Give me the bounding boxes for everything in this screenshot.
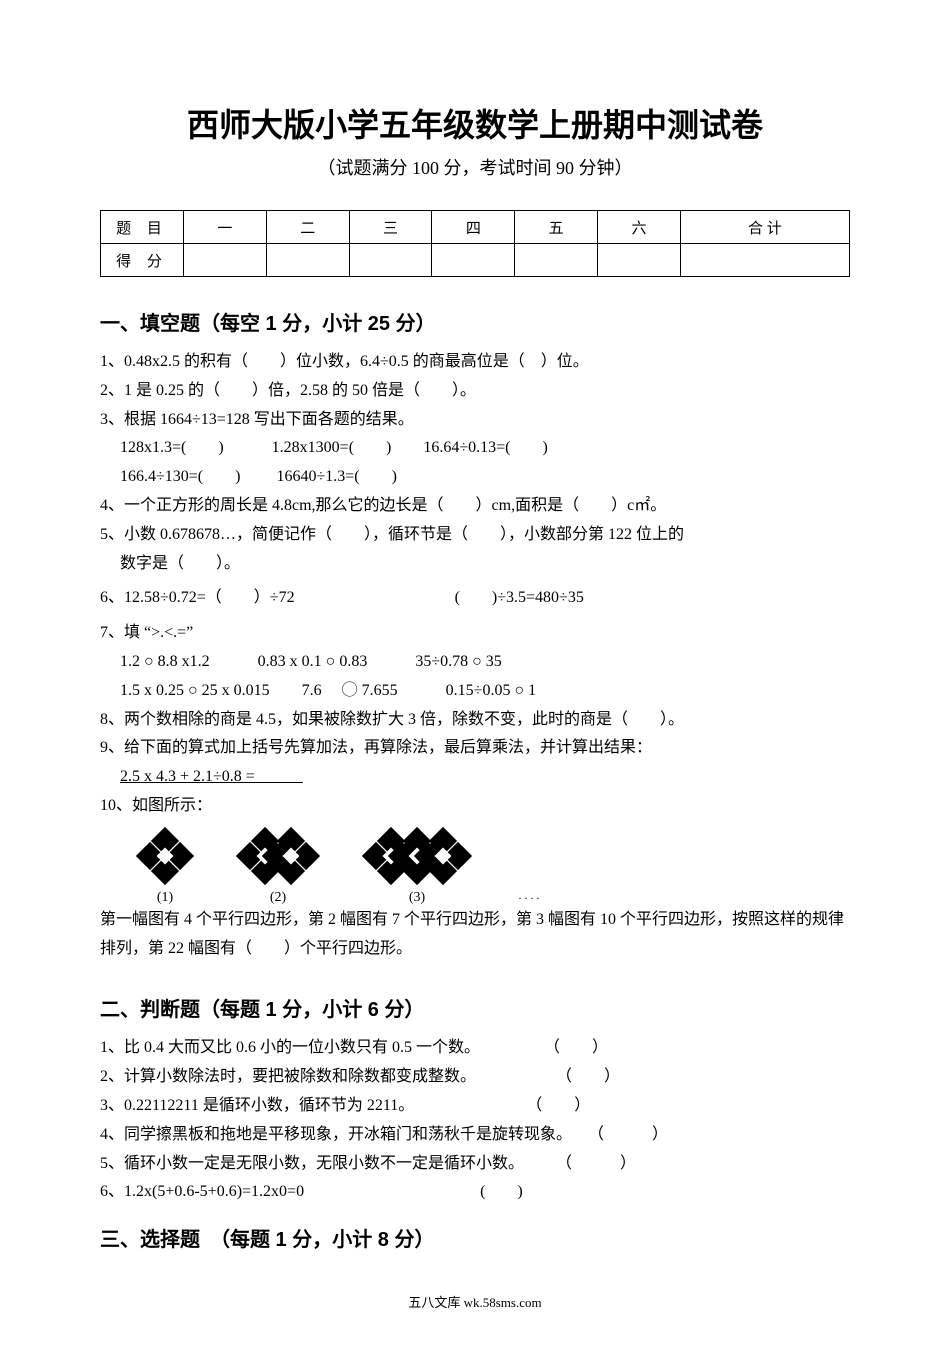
figure-1: (1) <box>140 831 190 906</box>
col-head: 三 <box>349 211 432 244</box>
q1-5b: 数字是（ ）。 <box>100 550 850 579</box>
q1-8: 8、两个数相除的商是 4.5，如果被除数扩大 3 倍，除数不变，此时的商是（ ）… <box>100 706 850 735</box>
row-label: 题 目 <box>101 211 184 244</box>
q1-3b: 166.4÷130=( ) 16640÷1.3=( ) <box>100 463 850 492</box>
score-cell <box>680 244 849 277</box>
q2-5: 5、循环小数一定是无限小数，无限小数不一定是循环小数。 （ ） <box>100 1150 850 1179</box>
fig-label-1: (1) <box>140 890 190 906</box>
col-head: 合 计 <box>680 211 849 244</box>
diamond-chain-icon <box>240 849 316 866</box>
page-title: 西师大版小学五年级数学上册期中测试卷 <box>100 100 850 146</box>
col-head: 六 <box>598 211 681 244</box>
col-head: 四 <box>432 211 515 244</box>
q1-7b: 1.5 x 0.25 ○ 25 x 0.015 7.6 ◯ 7.655 0.15… <box>100 677 850 706</box>
score-cell <box>184 244 267 277</box>
q1-10a: 第一幅图有 4 个平行四边形，第 2 幅图有 7 个平行四边形，第 3 幅图有 … <box>100 906 850 964</box>
diamond-chain-icon <box>366 849 468 866</box>
table-row: 得 分 <box>101 244 850 277</box>
col-head: 五 <box>515 211 598 244</box>
row-label: 得 分 <box>101 244 184 277</box>
q2-2: 2、计算小数除法时，要把被除数和除数都变成整数。 （ ） <box>100 1063 850 1092</box>
q1-9a: 2.5 x 4.3 + 2.1÷0.8 = <box>100 763 850 792</box>
q1-7a: 1.2 ○ 8.8 x1.2 0.83 x 0.1 ○ 0.83 35÷0.78… <box>100 648 850 677</box>
q1-1: 1、0.48x2.5 的积有（ ）位小数，6.4÷0.5 的商最高位是（ ）位。 <box>100 348 850 377</box>
figure-3: (3) <box>366 831 468 906</box>
score-cell <box>266 244 349 277</box>
figure-2: (2) <box>240 831 316 906</box>
col-head: 二 <box>266 211 349 244</box>
score-cell <box>349 244 432 277</box>
table-row: 题 目 一 二 三 四 五 六 合 计 <box>101 211 850 244</box>
score-cell <box>598 244 681 277</box>
q1-9a-expr: 2.5 x 4.3 + 2.1÷0.8 = <box>120 768 303 785</box>
q1-5: 5、小数 0.678678…，简便记作（ ），循环节是（ ），小数部分第 122… <box>100 521 850 550</box>
q2-6: 6、1.2x(5+0.6-5+0.6)=1.2x0=0 ( ) <box>100 1178 850 1207</box>
score-cell <box>515 244 598 277</box>
score-cell <box>432 244 515 277</box>
score-table: 题 目 一 二 三 四 五 六 合 计 得 分 <box>100 210 850 277</box>
q1-6: 6、12.58÷0.72=（ ）÷72 ( )÷3.5=480÷35 <box>100 584 850 613</box>
section-3-heading: 三、选择题 （每题 1 分，小计 8 分） <box>100 1223 850 1252</box>
q2-1: 1、比 0.4 大而又比 0.6 小的一位小数只有 0.5 一个数。 （ ） <box>100 1034 850 1063</box>
footer-text: 五八文库 wk.58sms.com <box>100 1292 850 1311</box>
q2-3: 3、0.22112211 是循环小数，循环节为 2211。 （ ） <box>100 1092 850 1121</box>
figure-row: (1) (2) (3) ···· <box>140 831 850 906</box>
q1-2: 2、1 是 0.25 的（ ）倍，2.58 的 50 倍是（ ）。 <box>100 377 850 406</box>
section-2-heading: 二、判断题（每题 1 分，小计 6 分） <box>100 993 850 1022</box>
ellipsis-dots: ···· <box>518 891 542 906</box>
diamond-cluster-icon <box>140 831 190 881</box>
q1-3: 3、根据 1664÷13=128 写出下面各题的结果。 <box>100 406 850 435</box>
q1-7: 7、填 “>.<.=” <box>100 619 850 648</box>
section-1-heading: 一、填空题（每空 1 分，小计 25 分） <box>100 307 850 336</box>
q2-4: 4、同学擦黑板和拖地是平移现象，开冰箱门和荡秋千是旋转现象。 （ ） <box>100 1121 850 1150</box>
q1-3a: 128x1.3=( ) 1.28x1300=( ) 16.64÷0.13=( ) <box>100 434 850 463</box>
q1-10: 10、如图所示： <box>100 792 850 821</box>
q1-9: 9、给下面的算式加上括号先算加法，再算除法，最后算乘法，并计算出结果： <box>100 734 850 763</box>
fig-label-2: (2) <box>240 890 316 906</box>
subtitle: （试题满分 100 分，考试时间 90 分钟） <box>100 154 850 180</box>
q1-4: 4、一个正方形的周长是 4.8cm,那么它的边长是（ ）cm,面积是（ ）c㎡。 <box>100 492 850 521</box>
fig-label-3: (3) <box>366 890 468 906</box>
col-head: 一 <box>184 211 267 244</box>
